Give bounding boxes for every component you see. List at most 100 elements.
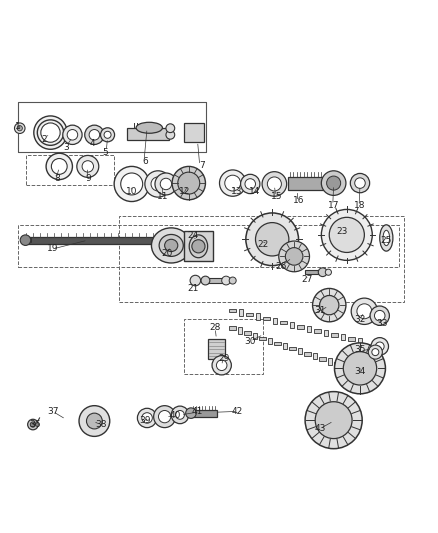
Circle shape (229, 277, 236, 284)
Text: 16: 16 (292, 196, 304, 205)
Bar (88, 426, 93, 431)
Circle shape (51, 158, 67, 174)
Circle shape (314, 402, 351, 439)
Text: 8: 8 (54, 174, 60, 183)
Circle shape (350, 173, 369, 193)
Circle shape (321, 209, 371, 260)
Circle shape (374, 310, 384, 321)
Circle shape (34, 116, 67, 149)
Bar (252, 333, 257, 339)
Text: 22: 22 (257, 240, 268, 249)
Circle shape (46, 154, 72, 180)
Circle shape (328, 217, 364, 253)
Bar (18, 225, 399, 266)
Text: 14: 14 (248, 188, 260, 196)
Circle shape (350, 298, 377, 325)
Bar (297, 348, 302, 354)
Circle shape (278, 241, 309, 272)
Bar (312, 353, 317, 359)
Circle shape (325, 269, 331, 275)
Circle shape (63, 125, 82, 144)
Circle shape (371, 349, 378, 356)
Circle shape (356, 304, 371, 319)
Circle shape (30, 422, 35, 427)
Circle shape (177, 172, 199, 194)
Bar (184, 231, 212, 261)
Bar (26, 155, 114, 185)
Circle shape (185, 408, 196, 418)
Text: 2: 2 (41, 135, 46, 144)
Bar (262, 317, 269, 320)
Bar (279, 321, 286, 325)
Bar (272, 318, 277, 324)
Text: 18: 18 (353, 200, 365, 209)
Text: 35: 35 (353, 345, 365, 354)
Ellipse shape (189, 235, 207, 258)
Text: 26: 26 (275, 262, 286, 271)
Bar (229, 326, 236, 330)
Text: 43: 43 (314, 424, 325, 433)
Bar (267, 338, 272, 344)
Ellipse shape (136, 122, 162, 133)
Circle shape (367, 345, 381, 359)
Bar (238, 309, 243, 316)
Circle shape (85, 125, 104, 144)
Circle shape (41, 123, 60, 142)
Text: 41: 41 (191, 407, 203, 416)
Bar (18, 102, 206, 152)
Circle shape (312, 288, 345, 322)
Text: 15: 15 (270, 192, 282, 201)
Text: 25: 25 (380, 236, 391, 245)
Circle shape (160, 178, 171, 190)
Text: 42: 42 (231, 407, 242, 416)
Bar (255, 313, 260, 320)
Circle shape (166, 131, 174, 139)
Bar (184, 319, 263, 374)
Circle shape (20, 235, 31, 245)
Bar (327, 359, 332, 365)
Circle shape (369, 306, 389, 325)
Circle shape (86, 413, 102, 429)
Ellipse shape (382, 230, 389, 246)
Circle shape (114, 166, 149, 201)
Circle shape (104, 131, 111, 138)
Circle shape (172, 166, 205, 200)
Circle shape (201, 276, 209, 285)
Circle shape (137, 408, 156, 427)
Circle shape (14, 123, 25, 133)
Bar (347, 337, 354, 341)
Text: 13: 13 (231, 188, 242, 196)
Text: 39: 39 (139, 416, 150, 425)
Bar (348, 368, 355, 371)
Bar (297, 325, 304, 328)
Circle shape (334, 343, 385, 394)
Circle shape (244, 179, 255, 189)
Text: 17: 17 (327, 200, 339, 209)
Bar (330, 333, 337, 337)
Circle shape (145, 171, 171, 197)
Circle shape (374, 342, 383, 351)
Bar (184, 123, 204, 142)
Text: 6: 6 (141, 157, 148, 166)
Circle shape (255, 223, 288, 256)
Bar (96, 426, 102, 431)
Text: 7: 7 (198, 161, 205, 170)
Text: 21: 21 (187, 284, 198, 293)
Text: 12: 12 (178, 188, 190, 196)
Circle shape (321, 171, 345, 196)
Text: 28: 28 (209, 324, 220, 333)
Circle shape (245, 213, 298, 265)
Circle shape (354, 178, 364, 188)
Bar (18, 102, 206, 152)
Circle shape (82, 161, 93, 172)
Bar (333, 362, 340, 366)
Circle shape (155, 173, 177, 195)
Text: 11: 11 (156, 192, 168, 201)
Circle shape (212, 356, 231, 375)
Circle shape (304, 392, 361, 449)
Circle shape (79, 406, 110, 437)
Bar (85, 413, 103, 429)
Circle shape (326, 176, 340, 190)
Bar (287, 176, 324, 190)
Text: 20: 20 (161, 249, 172, 258)
